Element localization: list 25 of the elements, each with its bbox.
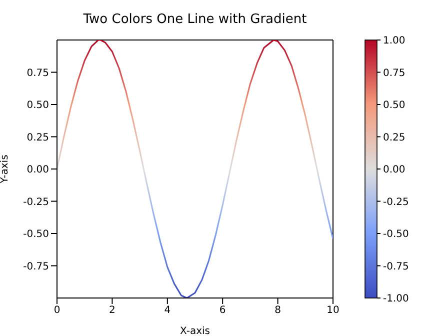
color-bar-label: 0.00 <box>383 164 406 176</box>
x-tick-label: 0 <box>54 305 60 316</box>
y-tick-label: 0.50 <box>26 100 49 112</box>
color-bar-label: -0.25 <box>383 196 409 208</box>
color-bar-label: 1.00 <box>383 36 406 46</box>
y-tick-label: -0.25 <box>23 196 49 208</box>
y-axis-title: Y-axis <box>0 154 11 184</box>
x-tick-label: 2 <box>109 305 116 316</box>
color-bar-label: -0.75 <box>383 261 409 272</box>
y-tick-label: 0.75 <box>26 68 49 79</box>
x-tick-label: 4 <box>164 305 171 316</box>
chart-title: Two Colors One Line with Gradient <box>82 12 308 27</box>
color-bar-label: 0.25 <box>383 132 406 144</box>
color-bar-label: -1.00 <box>383 294 409 304</box>
y-tick-label: 0.25 <box>26 132 49 144</box>
y-tick-label: 0.00 <box>26 164 49 176</box>
y-tick-label: -0.75 <box>23 261 49 272</box>
color-bar-label: 0.50 <box>383 100 406 111</box>
x-tick-label: 8 <box>274 305 281 316</box>
x-tick-label: 6 <box>219 305 226 316</box>
x-axis-title: X-axis <box>180 326 210 336</box>
x-tick-label: 10 <box>326 305 340 316</box>
y-tick-label: -0.50 <box>23 229 49 240</box>
color-bar-label: 0.75 <box>383 68 406 79</box>
color-bar-label: -0.50 <box>383 229 409 240</box>
